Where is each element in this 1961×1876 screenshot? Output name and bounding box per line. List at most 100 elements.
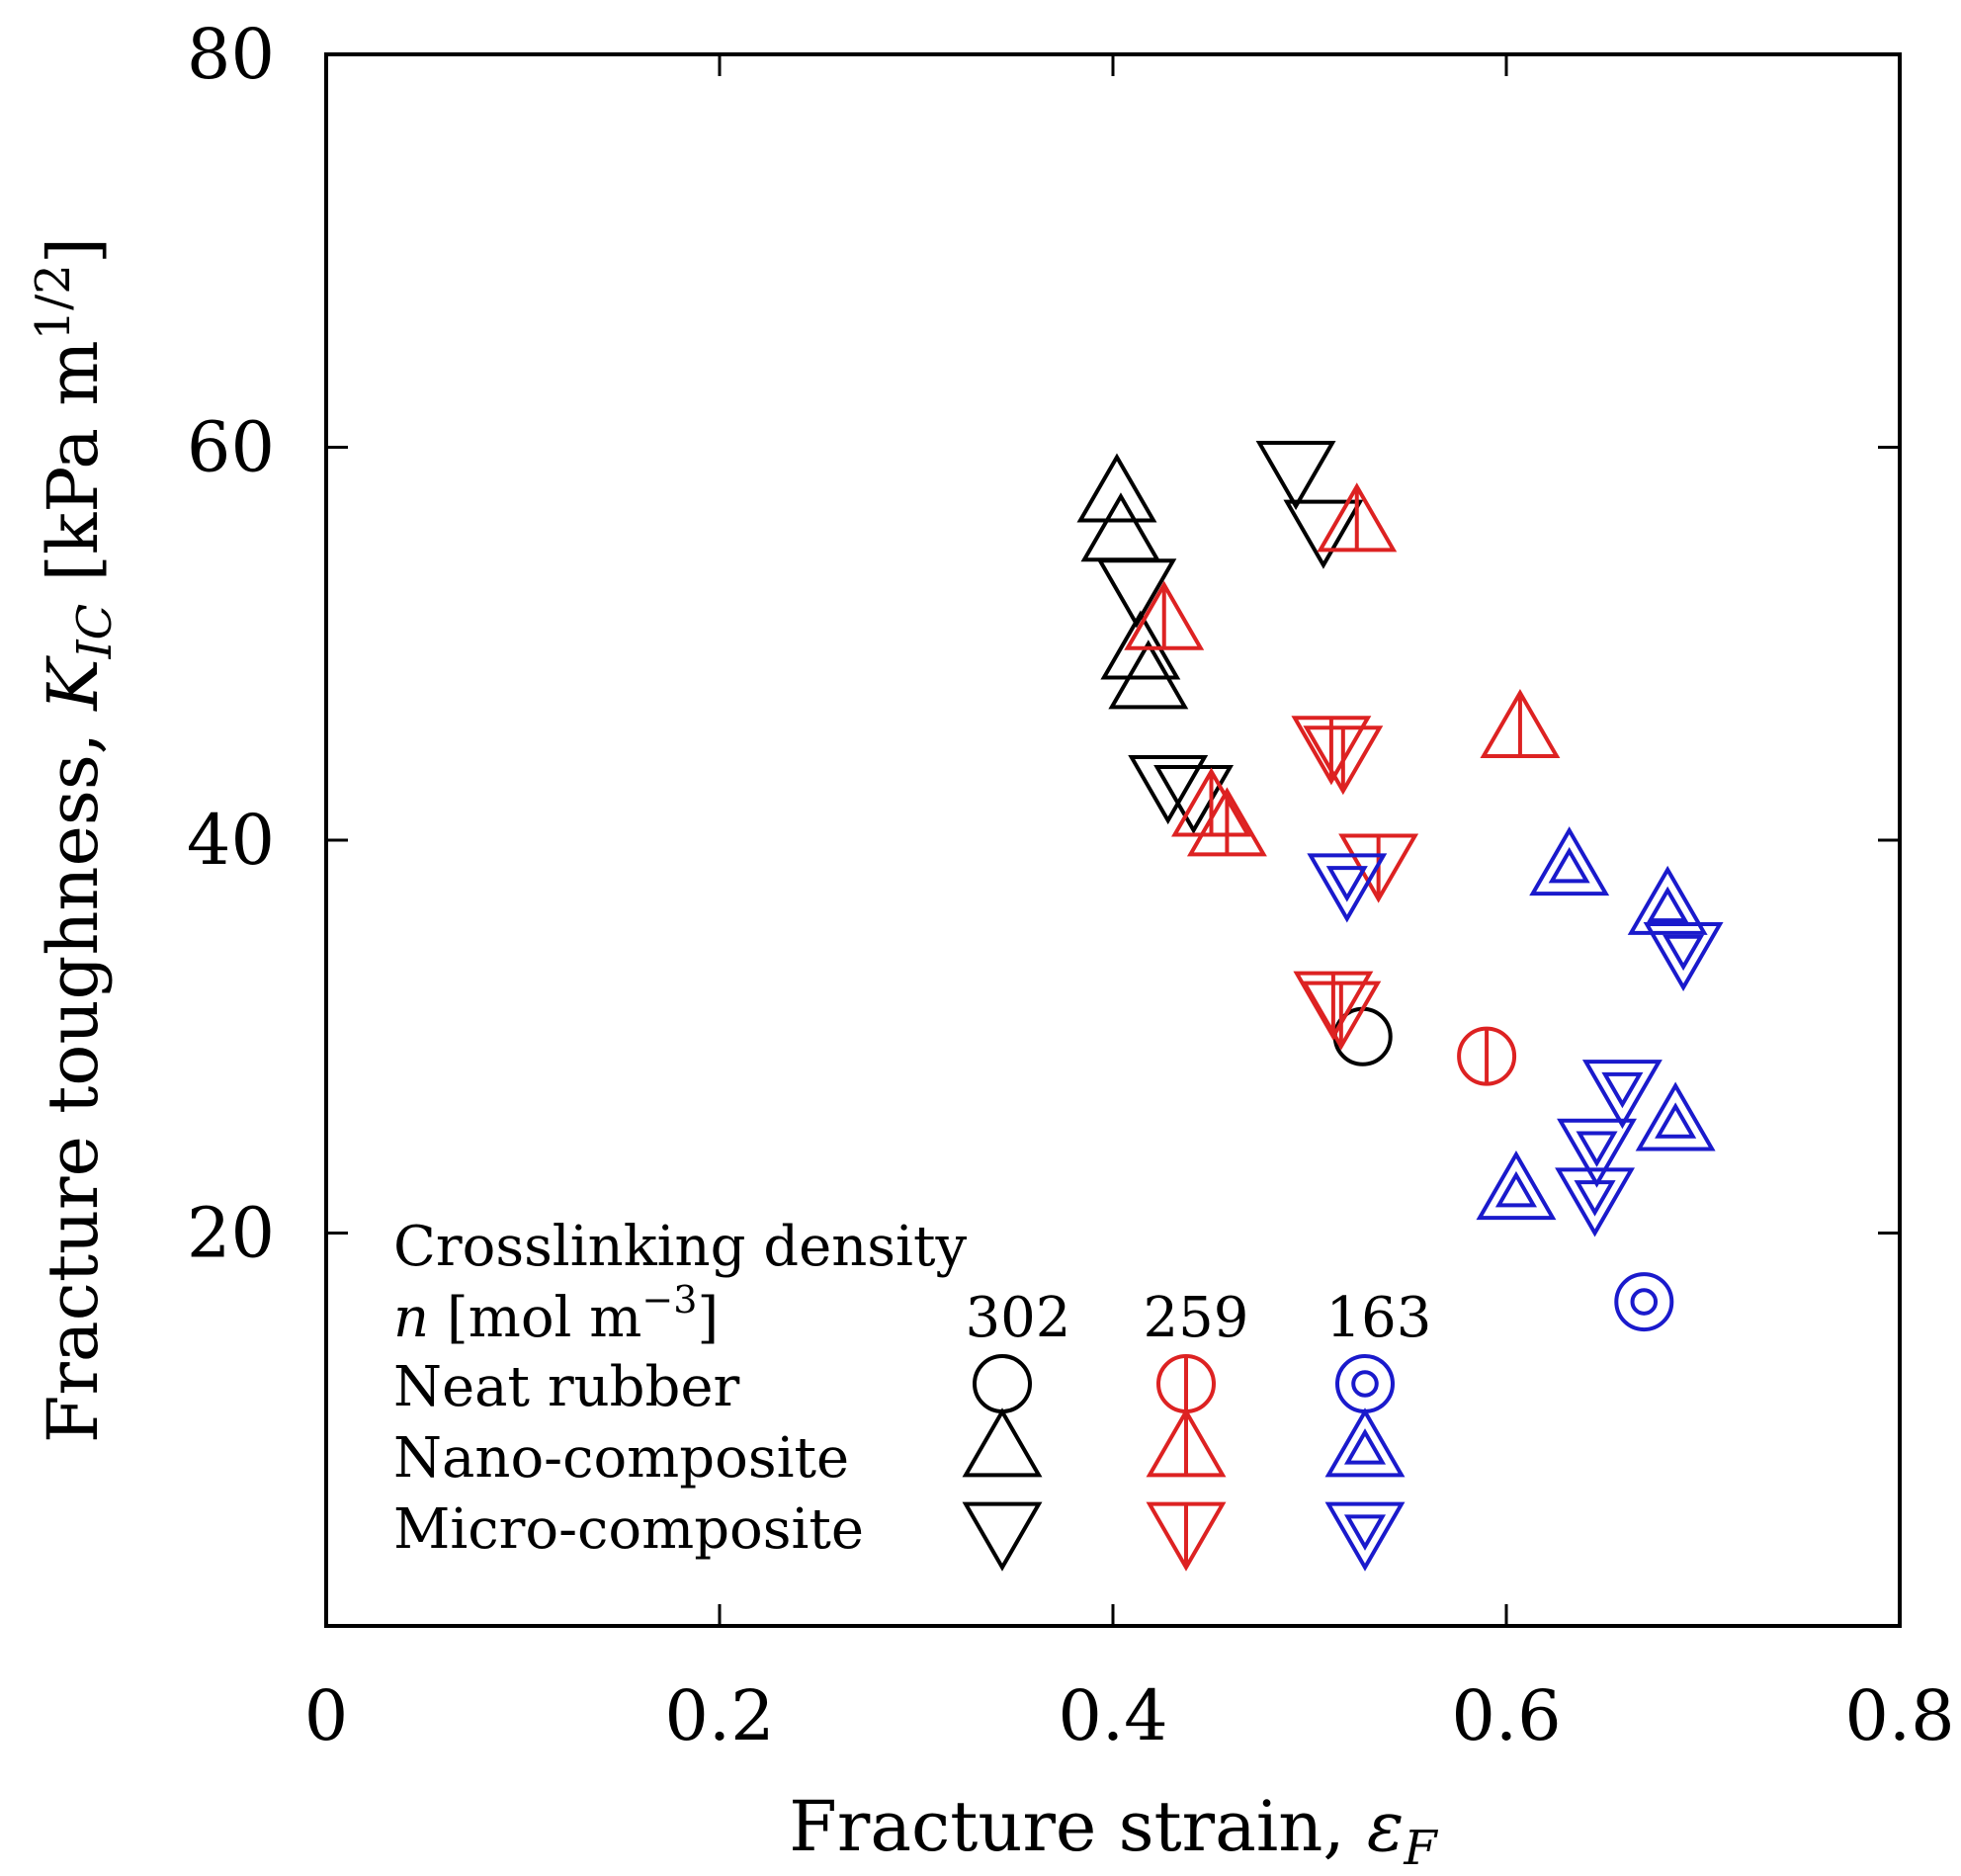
point-triangle-up-302-outline [1108, 640, 1189, 710]
point-triangle-up-302 [1100, 610, 1181, 680]
legend-row-micro: Micro-composite [393, 1497, 864, 1562]
y-tick-label: 80 [187, 14, 275, 95]
legend-marker-triangle-down-163 [1324, 1501, 1406, 1572]
legend-n-unit: [mol m [429, 1286, 641, 1350]
x-axis-label: Fracture strain, εF [789, 1786, 1438, 1876]
x-axis-label-text: Fracture strain, [789, 1786, 1367, 1867]
point-triangle-down-302-outline [1128, 755, 1209, 825]
x-tick-label: 0.8 [1844, 1675, 1954, 1756]
point-triangle-down-302-outline [1255, 441, 1336, 511]
point-triangle-up-259 [1171, 767, 1251, 837]
point-triangle-down-163-outline [1307, 853, 1388, 923]
point-triangle-down-163-outline [1557, 1118, 1638, 1188]
point-triangle-up-163-inner [1548, 846, 1590, 884]
legend-marker-circle-163-inner [1351, 1370, 1379, 1398]
data-markers [1076, 441, 1724, 1332]
legend-marker-triangle-up-163-outline [1324, 1407, 1406, 1478]
legend-marker-triangle-down-163-outline [1324, 1501, 1406, 1572]
point-triangle-down-302 [1283, 499, 1364, 569]
x-tick-label: 0.6 [1451, 1675, 1561, 1756]
legend-marker-circle-259 [1156, 1354, 1216, 1413]
legend-n-label: n [mol m−3] [393, 1278, 719, 1350]
legend-title: Crosslinking density [393, 1215, 967, 1279]
legend-marker-triangle-up-302 [962, 1407, 1043, 1478]
x-tick-label: 0 [304, 1675, 349, 1756]
legend-marker-circle-302 [973, 1354, 1032, 1413]
point-triangle-down-302 [1128, 755, 1209, 825]
point-triangle-down-259 [1301, 981, 1382, 1051]
point-triangle-down-302 [1255, 441, 1336, 511]
point-triangle-down-163 [1557, 1118, 1638, 1188]
y-axis-label-text: Fracture toughness, [33, 711, 114, 1443]
x-axis-label-sub: F [1403, 1821, 1438, 1876]
point-circle-259 [1457, 1026, 1517, 1086]
legend-marker-triangle-up-259 [1146, 1407, 1227, 1478]
point-circle-163-inner [1630, 1288, 1659, 1316]
point-triangle-up-302-outline [1100, 610, 1181, 680]
point-triangle-down-259 [1303, 725, 1384, 796]
point-triangle-up-163-outline [1529, 826, 1610, 896]
point-circle-163-outline [1614, 1272, 1674, 1332]
point-triangle-down-163-inner [1574, 1180, 1616, 1217]
point-triangle-up-259 [1186, 787, 1267, 857]
y-axis-label-symbol: K [33, 655, 114, 713]
point-triangle-up-163-inner [1647, 886, 1689, 923]
point-triangle-up-259 [1317, 482, 1398, 553]
legend-row-neat: Neat rubber [393, 1355, 740, 1419]
y-tick-label: 60 [187, 407, 275, 488]
point-triangle-up-302 [1076, 453, 1157, 523]
legend-marker-triangle-up-163-inner [1343, 1428, 1387, 1465]
point-triangle-down-163 [1643, 921, 1724, 992]
y-tick-label: 40 [187, 800, 275, 881]
y-axis-label-sub: IC [67, 604, 123, 660]
y-axis-label-unit-sup: 1/2 [26, 264, 81, 340]
point-triangle-up-163-outline [1635, 1081, 1716, 1151]
point-triangle-up-163-outline [1476, 1151, 1557, 1221]
x-tick-label: 0.4 [1058, 1675, 1167, 1756]
point-triangle-up-302 [1108, 640, 1189, 710]
y-axis-label: Fracture toughness, KIC [kPa m1/2] [26, 237, 123, 1443]
legend-marker-circle-163-outline [1335, 1354, 1395, 1413]
legend-marker-triangle-down-163-inner [1343, 1514, 1387, 1551]
legend-n-sup: −3 [641, 1278, 697, 1322]
y-tick-label: 20 [187, 1193, 275, 1274]
legend-density-259: 259 [1144, 1286, 1249, 1350]
legend-marker-triangle-up-163 [1324, 1407, 1406, 1478]
legend-n-symbol: n [393, 1286, 429, 1350]
legend-marker-triangle-down-302 [962, 1501, 1043, 1572]
point-triangle-down-163-inner [1576, 1131, 1618, 1167]
point-triangle-down-163-outline [1555, 1167, 1636, 1237]
point-triangle-down-302-outline [1283, 499, 1364, 569]
legend-n-close: ] [697, 1286, 719, 1350]
point-triangle-up-302-outline [1076, 453, 1157, 523]
point-triangle-up-163 [1476, 1151, 1557, 1221]
point-triangle-down-302 [1096, 558, 1177, 629]
point-triangle-down-163 [1581, 1060, 1663, 1130]
point-triangle-down-163 [1307, 853, 1388, 923]
point-triangle-down-163-inner [1601, 1071, 1644, 1109]
point-triangle-up-163-inner [1655, 1102, 1697, 1139]
point-triangle-up-163 [1635, 1081, 1716, 1151]
x-tick-label: 0.2 [664, 1675, 774, 1756]
point-triangle-up-163 [1627, 865, 1708, 935]
legend-density-302: 302 [966, 1286, 1071, 1350]
point-triangle-up-163-outline [1627, 865, 1708, 935]
point-triangle-down-163-inner [1325, 866, 1368, 902]
legend-marker-circle-302-outline [973, 1354, 1032, 1413]
point-triangle-down-302-outline [1096, 558, 1177, 629]
point-triangle-up-259 [1480, 688, 1561, 759]
legend: Crosslinking density n [mol m−3] 302 259… [393, 1215, 1432, 1572]
legend-density-163: 163 [1326, 1286, 1432, 1350]
point-triangle-up-163-inner [1494, 1170, 1537, 1208]
point-triangle-up-259 [1124, 580, 1205, 650]
legend-marker-circle-163 [1335, 1354, 1395, 1413]
y-axis-label-unit-close: ] [33, 237, 114, 264]
x-axis-label-symbol: ε [1367, 1786, 1405, 1867]
point-circle-163 [1614, 1272, 1674, 1332]
legend-marker-triangle-up-302-outline [962, 1407, 1043, 1478]
y-axis-label-unit: [kPa m [33, 340, 114, 603]
point-triangle-down-163-inner [1663, 934, 1705, 972]
point-triangle-down-163-outline [1643, 921, 1724, 992]
point-triangle-down-163 [1555, 1167, 1636, 1237]
